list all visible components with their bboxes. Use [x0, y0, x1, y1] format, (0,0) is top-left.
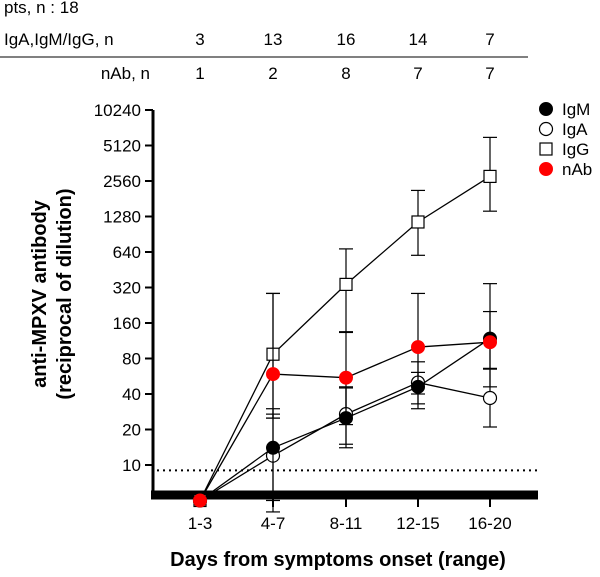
- legend-label-igm: IgM: [562, 100, 590, 119]
- x-tick-label: 16-20: [468, 514, 511, 533]
- y-tick-label: 10: [122, 456, 141, 475]
- header-ig-count: 3: [195, 30, 204, 49]
- data-point-nab: [193, 493, 207, 508]
- header-nab-count: 1: [195, 64, 204, 83]
- x-tick-label: 8-11: [330, 514, 363, 533]
- header-ig-count: 13: [264, 30, 283, 49]
- x-tick-label: 12-15: [396, 514, 439, 533]
- header-row-nab-label: nAb, n: [101, 64, 150, 83]
- data-point-iga: [482, 390, 498, 406]
- legend-marker-igg: [539, 142, 553, 156]
- x-tick-label: 1-3: [188, 514, 213, 533]
- legend-label-iga: IgA: [562, 120, 588, 139]
- data-point-nab: [411, 340, 425, 355]
- data-point-igg: [483, 169, 497, 184]
- y-tick-label: 160: [113, 314, 141, 333]
- y-tick-label: 640: [113, 243, 141, 262]
- data-point-igm: [266, 440, 280, 455]
- y-tick-label: 2560: [103, 172, 141, 191]
- y-tick-label: 320: [113, 279, 141, 298]
- y-tick-label: 10240: [94, 101, 141, 120]
- header-nab-count: 2: [268, 64, 277, 83]
- header-ig-count: 7: [485, 30, 494, 49]
- data-point-igg: [411, 215, 425, 229]
- patients-count-label: pts, n : 18: [4, 0, 79, 17]
- header-row-ig-label: IgA,IgM/IgG, n: [4, 30, 114, 49]
- legend-marker-iga: [538, 121, 554, 137]
- header-nab-count: 7: [413, 64, 422, 83]
- x-axis-title: Days from symptoms onset (range): [170, 549, 506, 571]
- y-tick-label: 20: [122, 421, 141, 440]
- data-point-nab: [266, 367, 280, 382]
- legend-label-igg: IgG: [562, 140, 589, 159]
- legend-marker-nab: [539, 162, 553, 176]
- y-axis-title-line1: anti-MPXV antibody: [29, 199, 51, 388]
- legend-marker-igm: [539, 102, 553, 116]
- series-igg: [193, 136, 497, 508]
- header-nab-count: 7: [485, 64, 494, 83]
- series-line-iga: [199, 381, 491, 502]
- y-tick-label: 80: [122, 350, 141, 369]
- header-ig-count: 16: [337, 30, 356, 49]
- data-point-nab: [339, 370, 353, 385]
- data-point-igg: [339, 277, 353, 291]
- series-nab: [193, 283, 497, 508]
- data-point-nab: [483, 335, 497, 350]
- header-ig-count: 14: [409, 30, 428, 49]
- y-tick-label: 1280: [103, 208, 141, 227]
- y-tick-label: 40: [122, 385, 141, 404]
- y-tick-label: 5120: [103, 137, 141, 156]
- x-tick-label: 4-7: [261, 514, 286, 533]
- series-line-igg: [199, 175, 491, 501]
- header-nab-count: 8: [341, 64, 350, 83]
- legend-label-nab: nAb: [562, 160, 592, 179]
- y-axis-title-line2: (reciprocal of dilution): [54, 188, 76, 399]
